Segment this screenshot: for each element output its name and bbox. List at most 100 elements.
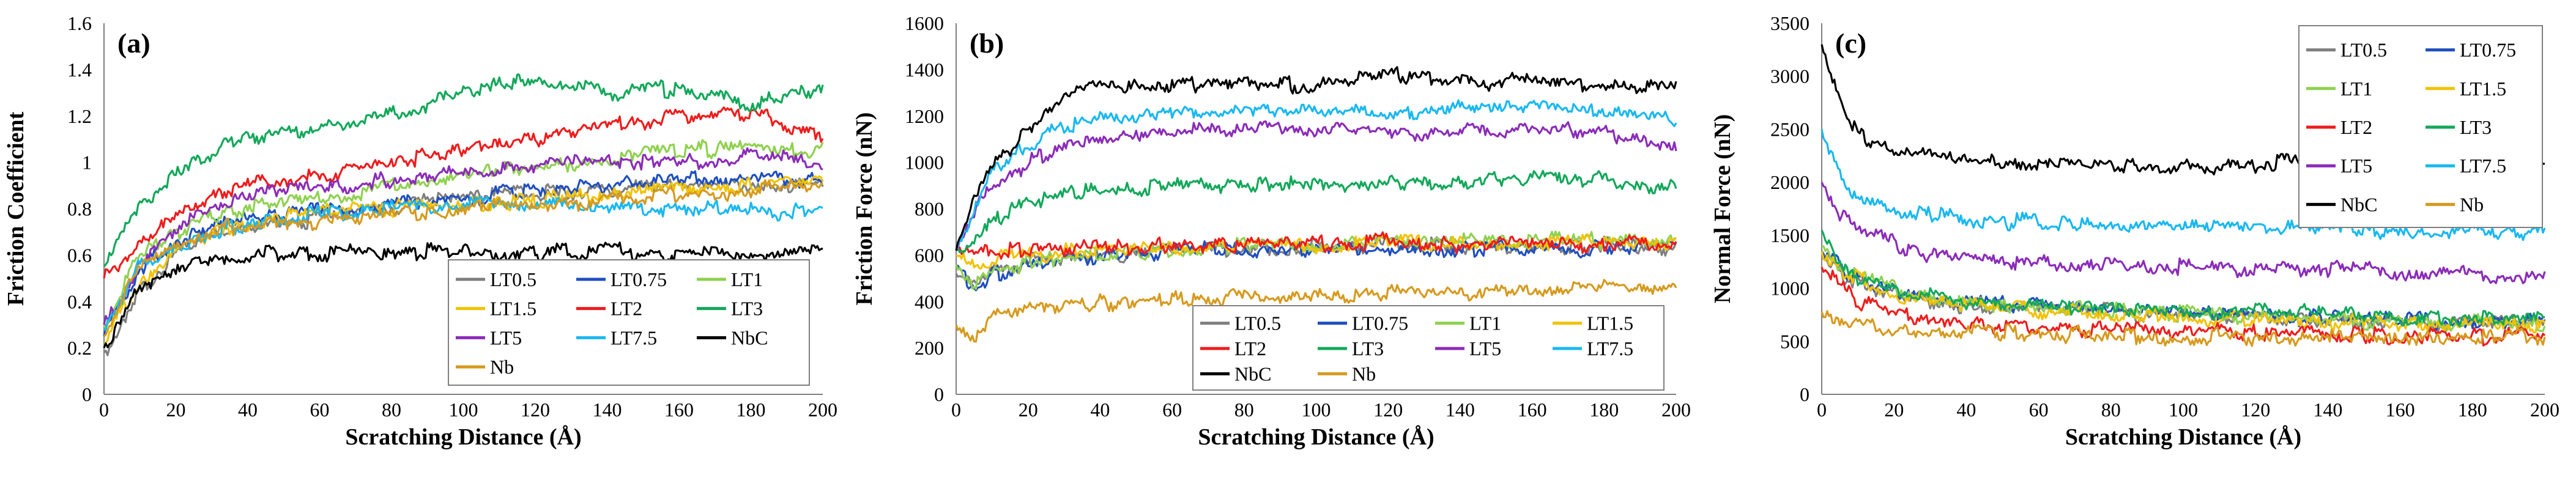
panel-2: 0 200 400 600 800 1000 1200 1400 1600 0 20 40 60 80 10…: [852, 12, 1691, 450]
legend-label-LT0.75: LT0.75: [1352, 312, 1408, 334]
legend-label-LT0.5: LT0.5: [1234, 312, 1281, 334]
x-tick-label: 100: [1302, 399, 1331, 421]
x-tick-label: 180: [2458, 399, 2487, 421]
series-line-LT1.5: [956, 234, 1677, 270]
y-tick-label: 0: [934, 383, 944, 405]
y-tick-label: 0: [1800, 383, 1810, 405]
x-tick-label: 160: [1518, 399, 1547, 421]
x-tick-label: 20: [1019, 399, 1038, 421]
x-tick-label: 140: [1446, 399, 1475, 421]
legend-label-Nb: Nb: [490, 356, 514, 378]
legend-label-LT1: LT1: [1469, 312, 1501, 334]
x-axis-title: Scratching Distance (Å): [345, 424, 581, 450]
x-tick-label: 40: [238, 399, 258, 421]
x-tick-label: 80: [1234, 399, 1254, 421]
legend-label-LT5: LT5: [1469, 337, 1501, 359]
legend-label-LT0.5: LT0.5: [490, 268, 536, 290]
y-tick-label: 3000: [1770, 65, 1810, 87]
y-tick-label: 500: [1780, 330, 1810, 352]
series-line-LT5: [103, 147, 823, 325]
y-tick-label: 1600: [905, 12, 944, 34]
legend-label-LT0.5: LT0.5: [2340, 39, 2387, 61]
legend: LT0.5 LT0.75 LT1 LT1.5 LT2 LT3 LT5 LT7.5 NbC Nb: [448, 259, 810, 386]
series-line-LT3: [1821, 229, 2545, 328]
legend-label-LT1: LT1: [2340, 78, 2372, 100]
y-tick-label: 800: [915, 198, 944, 220]
legend-label-LT1.5: LT1.5: [1587, 312, 1633, 334]
legend-label-NbC: NbC: [731, 326, 768, 348]
y-tick-label: 0.2: [67, 337, 92, 359]
y-tick-label: 1400: [905, 59, 944, 81]
x-tick-label: 20: [1884, 399, 1904, 421]
series-line-NbC: [103, 242, 823, 348]
y-tick-label: 1.2: [67, 105, 92, 127]
y-tick-label: 1000: [905, 152, 944, 174]
x-tick-label: 20: [166, 399, 186, 421]
y-tick-label: 1500: [1770, 224, 1810, 246]
y-axis-title: Friction Force (nN): [852, 112, 877, 306]
panel-1: 0 0.2 0.4 0.6 0.8 1 1.2 1.4 1.6 0 20 40 60 80 100 120 14…: [3, 12, 837, 450]
legend-label-LT5: LT5: [2340, 155, 2372, 177]
legend-label-LT2: LT2: [2340, 116, 2372, 138]
x-tick-label: 0: [951, 399, 961, 421]
x-tick-label: 140: [2313, 399, 2342, 421]
x-tick-label: 100: [2169, 399, 2198, 421]
y-tick-label: 1.6: [67, 12, 92, 34]
panel-label: (c): [1835, 28, 1866, 59]
x-tick-label: 100: [449, 399, 478, 421]
y-tick-label: 200: [915, 337, 944, 359]
x-tick-label: 80: [2101, 399, 2121, 421]
legend-label-LT7.5: LT7.5: [611, 326, 657, 348]
x-tick-label: 40: [1090, 399, 1110, 421]
series-line-LT7.5: [955, 99, 1677, 251]
x-tick-label: 120: [1373, 399, 1403, 421]
series-line-LT2: [103, 106, 824, 279]
series-line-LT0.75: [103, 170, 824, 337]
legend-box: [2298, 25, 2543, 228]
x-tick-label: 200: [1661, 399, 1691, 421]
x-tick-label: 120: [2241, 399, 2270, 421]
legend-label-LT2: LT2: [611, 298, 642, 320]
x-tick-label: 140: [593, 399, 622, 421]
series-line-LT5: [955, 120, 1677, 251]
legend: LT0.5 LT0.75 LT1 LT1.5 LT2 LT3 LT5 LT7.5 NbC Nb: [1192, 305, 1665, 391]
legend-label-LT3: LT3: [731, 298, 763, 320]
legend-label-LT0.75: LT0.75: [611, 268, 667, 290]
legend-label-LT1.5: LT1.5: [2460, 78, 2506, 100]
series-line-LT7.5: [1821, 129, 2546, 242]
legend-label-LT7.5: LT7.5: [2460, 155, 2506, 177]
series-line-LT3: [103, 73, 824, 268]
series-line-LT1.5: [1821, 251, 2546, 334]
panel-label: (b): [970, 28, 1004, 59]
legend-label-LT2: LT2: [1234, 337, 1266, 359]
x-tick-label: 60: [2029, 399, 2049, 421]
legend-label-NbC: NbC: [1234, 363, 1271, 385]
x-tick-label: 80: [382, 399, 401, 421]
y-tick-label: 2500: [1770, 118, 1810, 140]
legend-label-Nb: Nb: [2460, 193, 2484, 215]
y-tick-label: 0.6: [67, 244, 92, 266]
series-line-Nb: [1821, 310, 2546, 347]
legend-label-LT3: LT3: [2460, 116, 2492, 138]
y-tick-label: 1.4: [67, 59, 92, 81]
series-line-NbC: [955, 66, 1677, 251]
y-tick-label: 1200: [905, 105, 944, 127]
y-tick-label: 400: [915, 290, 944, 312]
legend-label-Nb: Nb: [1352, 363, 1376, 385]
y-tick-label: 3500: [1770, 12, 1810, 34]
series-line-Nb: [955, 279, 1677, 343]
y-tick-label: 2000: [1770, 171, 1810, 193]
series-line-LT5: [1821, 182, 2546, 284]
legend-label-LT1.5: LT1.5: [490, 298, 536, 320]
x-tick-label: 200: [2530, 399, 2559, 421]
x-tick-label: 40: [1956, 399, 1976, 421]
y-tick-label: 0.8: [67, 198, 92, 220]
y-tick-label: 0: [82, 383, 92, 405]
legend-label-LT0.75: LT0.75: [2460, 39, 2516, 61]
x-tick-label: 60: [1162, 399, 1182, 421]
x-tick-label: 60: [310, 399, 330, 421]
x-tick-label: 160: [2386, 399, 2415, 421]
legend-label-LT3: LT3: [1352, 337, 1384, 359]
